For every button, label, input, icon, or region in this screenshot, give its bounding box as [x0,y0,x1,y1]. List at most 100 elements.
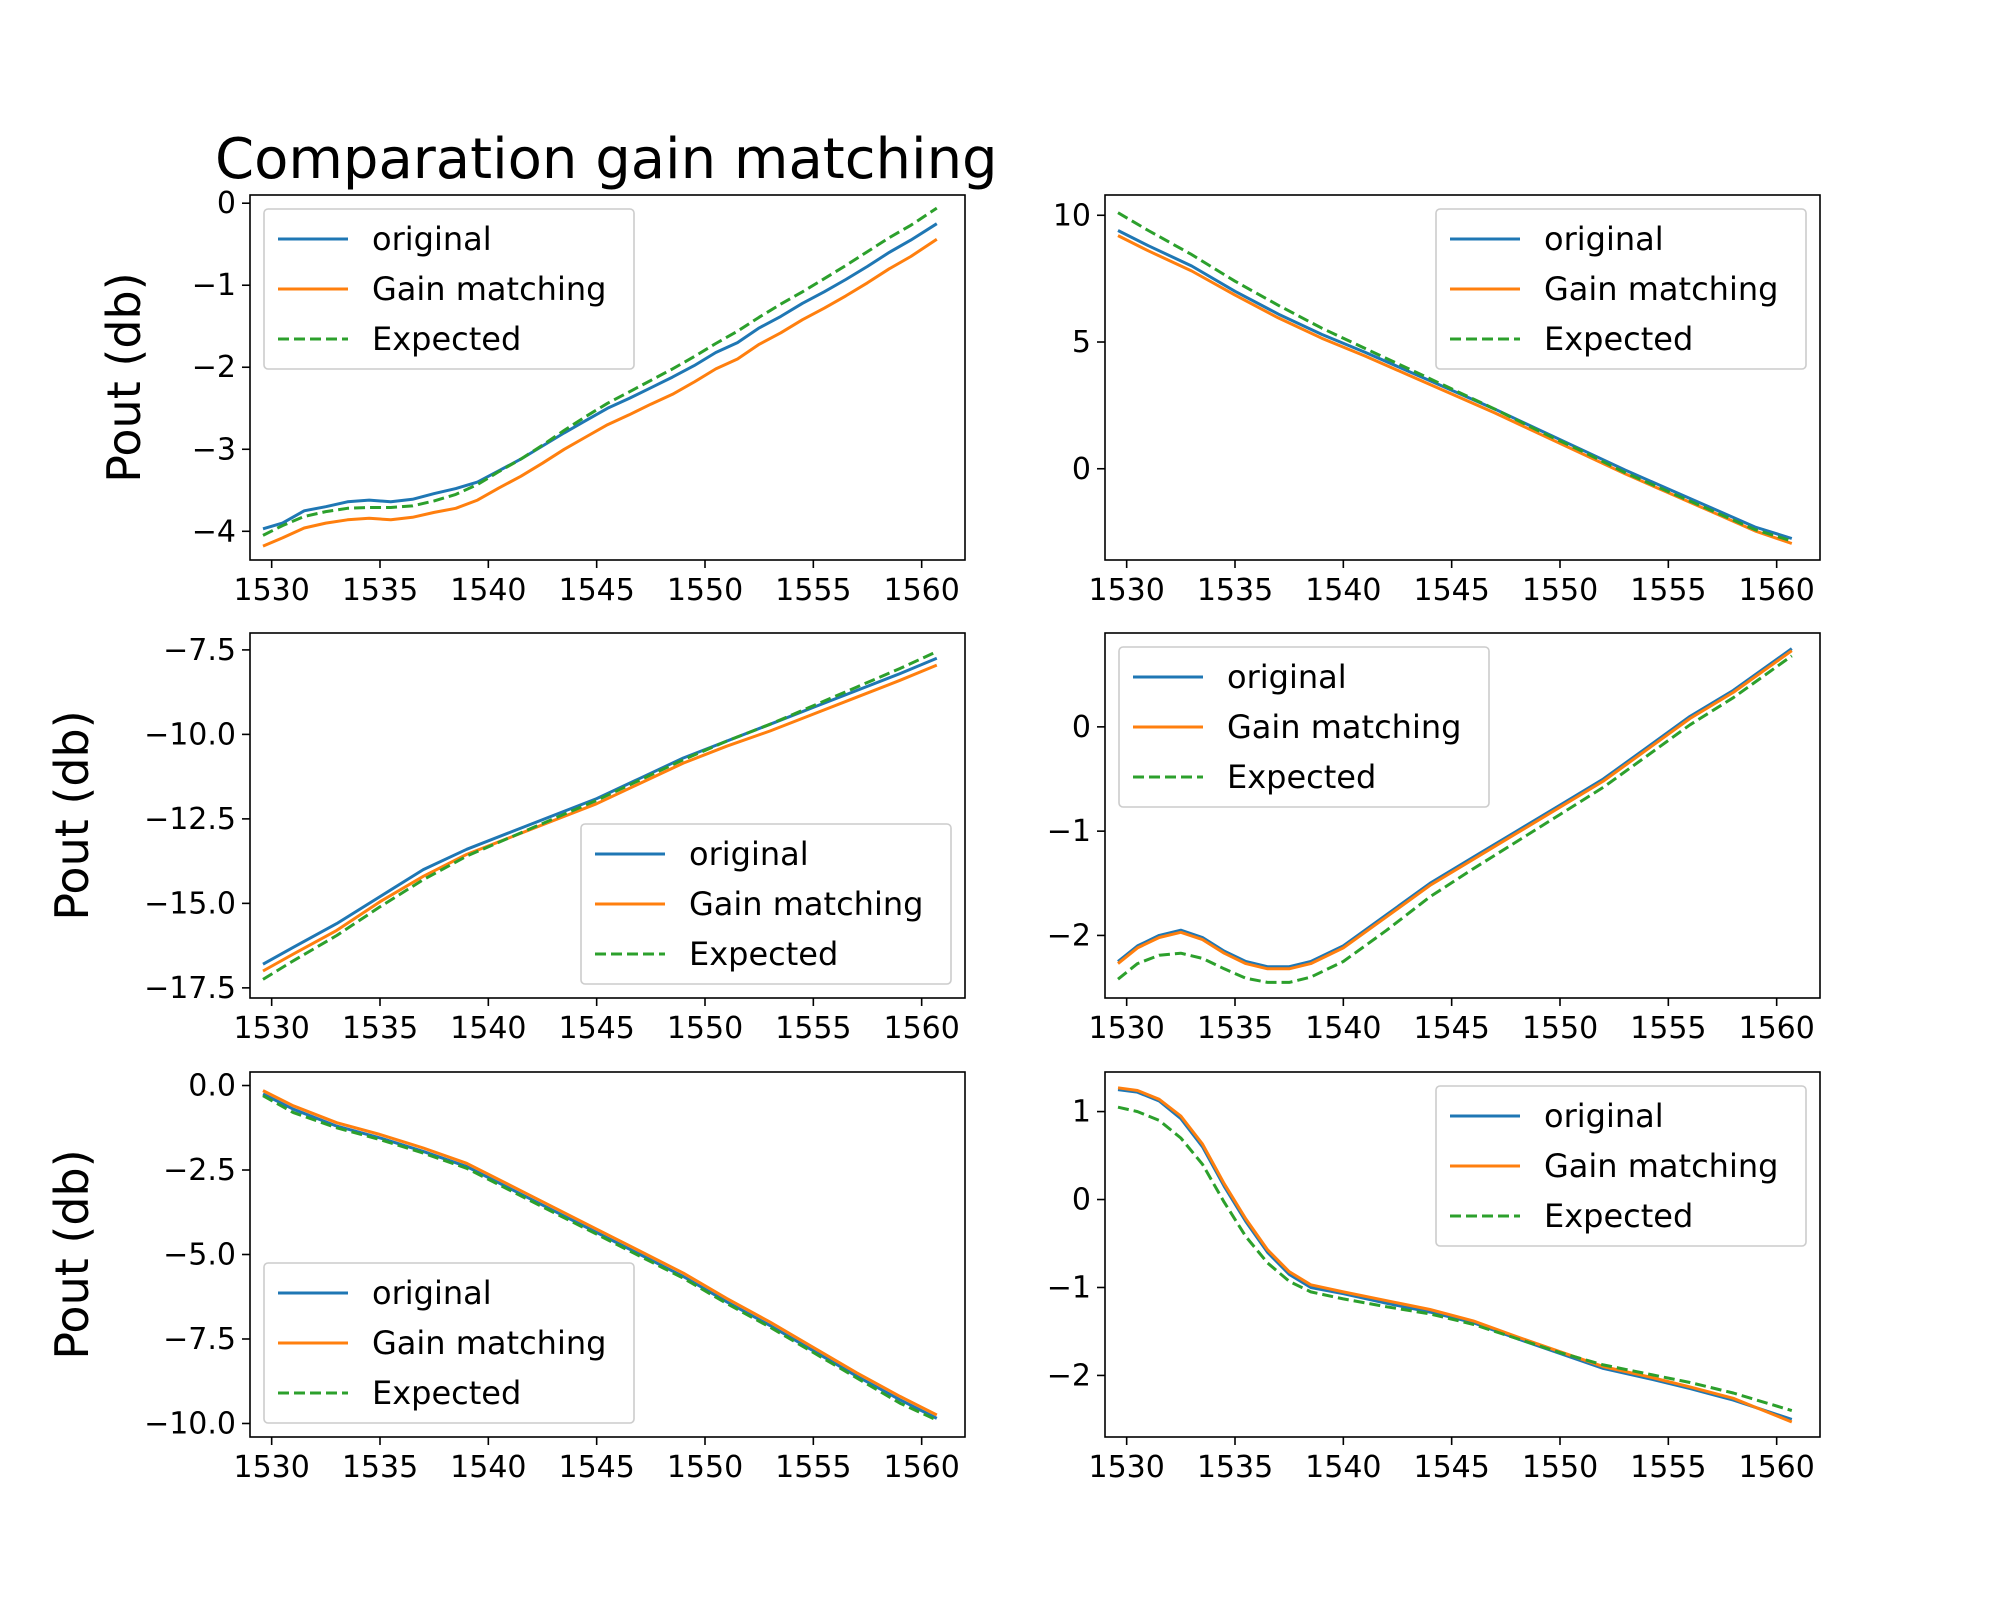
axes-frame [249,632,966,999]
legend-label: Gain matching [1227,708,1461,746]
panel-row3-left: 1530 1535 1540 1545 1550 1555 1560 −10.0 −7.5 −5.… [45,1069,966,1485]
y-tick-label: −2.5 [163,1153,236,1188]
x-tick-label: 1550 [1522,573,1598,608]
legend-label: Expected [1227,758,1376,796]
series-group [1117,1086,1793,1424]
x-tick-label: 1535 [1197,1450,1273,1485]
y-tick-label: −10.0 [144,1406,236,1441]
x-tick-label: 1550 [667,573,743,608]
y-axis-label: Pout (db) [97,272,151,482]
x-tick-label: 1550 [667,1011,743,1046]
figure-title: Comparation gain matching [215,127,998,192]
x-tick-label: 1535 [1197,1011,1273,1046]
x-tick-label: 1555 [1630,573,1706,608]
legend: original Gain matching Expected [263,1262,635,1424]
legend-label: Expected [1544,1197,1693,1235]
y-tick-label: 10 [1053,198,1091,233]
legend-label: Expected [372,1374,521,1412]
legend-label: original [372,1274,492,1312]
x-tick-label: 1555 [775,1450,851,1485]
legend-label: original [689,835,809,873]
x-tick-label: 1535 [342,1011,418,1046]
y-tick-label: 0 [1072,1183,1091,1218]
x-tick-label: 1560 [883,1011,959,1046]
y-tick-label: −1 [1047,1270,1091,1305]
x-tick-label: 1530 [233,1011,309,1046]
series-group [262,206,938,548]
x-tick-label: 1540 [1305,1011,1381,1046]
series-line-original [262,222,938,531]
series-line-original [1117,647,1793,969]
y-tick-label: −2 [1047,1358,1091,1393]
series-line-expected [1117,654,1793,984]
series-line-gain-matching [1117,1086,1793,1424]
y-tick-label: 0.0 [188,1069,236,1104]
x-tick-label: 1560 [1738,573,1814,608]
legend-label: Expected [1544,320,1693,358]
x-tick-label: 1545 [1413,1450,1489,1485]
series-group [1117,211,1793,545]
series-line-expected [262,650,938,981]
legend-box [1435,208,1807,370]
legend: original Gain matching Expected [580,823,952,985]
x-tick-label: 1535 [342,1450,418,1485]
y-tick-label: −1 [1047,814,1091,849]
y-tick-label: −2 [1047,918,1091,953]
y-tick-label: −15.0 [144,886,236,921]
y-tick-label: −7.5 [163,633,236,668]
series-line-gain-matching [262,1089,938,1417]
x-tick-label: 1530 [233,573,309,608]
x-tick-label: 1535 [1197,573,1273,608]
series-line-gain-matching [262,663,938,973]
x-tick-label: 1550 [1522,1011,1598,1046]
x-tick-label: 1555 [775,1011,851,1046]
series-line-original [1117,1088,1793,1421]
series-line-expected [1117,1105,1793,1413]
legend-label: Gain matching [1544,1147,1778,1185]
panel-row2-right: 1530 1535 1540 1545 1550 1555 1560 −2 −1 0 origina… [1047,632,1821,1046]
y-tick-label: 0 [217,186,236,221]
axes-frame [1104,194,1821,561]
x-tick-label: 1550 [667,1450,743,1485]
y-tick-label: −3 [192,432,236,467]
panel-row1-left: 1530 1535 1540 1545 1550 1555 1560 −4 −3 −2 −1 0 Pou… [97,186,966,608]
y-tick-label: −4 [192,514,236,549]
x-tick-label: 1540 [1305,1450,1381,1485]
legend-label: original [1544,1097,1664,1135]
legend-label: original [1544,220,1664,258]
legend: original Gain matching Expected [1118,646,1490,808]
legend-label: Gain matching [1544,270,1778,308]
legend-box [1118,646,1490,808]
y-tick-label: 0 [1072,710,1091,745]
y-tick-label: 0 [1072,452,1091,487]
panel-row1-right: 1530 1535 1540 1545 1550 1555 1560 0 5 10 original… [1053,194,1821,608]
y-tick-label: −17.5 [144,971,236,1006]
x-tick-label: 1555 [1630,1011,1706,1046]
legend-box [263,208,635,370]
legend-box [263,1262,635,1424]
series-line-original [262,656,938,966]
x-tick-label: 1540 [450,1450,526,1485]
x-tick-label: 1530 [233,1450,309,1485]
x-tick-label: 1550 [1522,1450,1598,1485]
legend: original Gain matching Expected [263,208,635,370]
legend-label: Gain matching [372,1324,606,1362]
legend-label: original [1227,658,1347,696]
y-tick-label: −12.5 [144,802,236,837]
x-tick-label: 1560 [1738,1450,1814,1485]
y-tick-label: −10.0 [144,717,236,752]
series-group [1117,647,1793,984]
x-tick-label: 1560 [1738,1011,1814,1046]
x-tick-label: 1530 [1088,1011,1164,1046]
x-tick-label: 1560 [883,573,959,608]
series-group [262,650,938,981]
legend-label: Expected [689,935,838,973]
legend-box [580,823,952,985]
series-line-gain-matching [1117,649,1793,971]
x-tick-label: 1540 [450,573,526,608]
y-tick-label: −2 [192,350,236,385]
x-tick-label: 1555 [1630,1450,1706,1485]
x-tick-label: 1545 [1413,573,1489,608]
